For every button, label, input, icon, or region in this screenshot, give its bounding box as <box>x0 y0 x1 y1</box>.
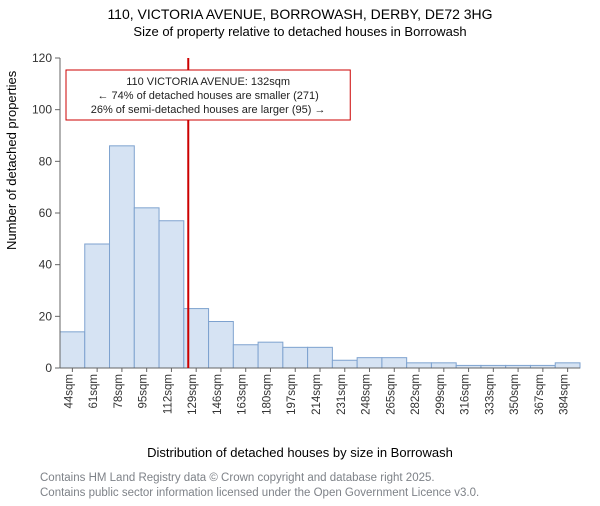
x-tick-label: 61sqm <box>88 374 100 409</box>
x-tick-label: 112sqm <box>162 374 174 414</box>
svg-text:40: 40 <box>39 258 53 272</box>
histogram-bar <box>258 342 283 368</box>
histogram-bar <box>134 208 159 368</box>
footer-attribution: Contains HM Land Registry data © Crown c… <box>40 471 479 502</box>
x-tick-label: 180sqm <box>261 374 273 415</box>
histogram-bar <box>382 358 407 368</box>
histogram-bar <box>159 221 184 368</box>
histogram-bar <box>357 358 382 368</box>
x-tick-label: 367sqm <box>534 374 546 415</box>
histogram-bar <box>332 360 357 368</box>
histogram-bar <box>60 332 85 368</box>
x-tick-label: 129sqm <box>187 374 199 415</box>
page-subtitle: Size of property relative to detached ho… <box>0 24 600 39</box>
svg-text:100: 100 <box>32 103 52 117</box>
annotation-line: 26% of semi-detached houses are larger (… <box>91 104 326 116</box>
x-tick-label: 350sqm <box>509 374 521 415</box>
svg-text:80: 80 <box>39 154 53 168</box>
x-tick-label: 248sqm <box>361 374 373 415</box>
x-tick-label: 282sqm <box>410 374 422 415</box>
x-tick-label: 231sqm <box>336 374 348 415</box>
y-axis-label: Number of detached properties <box>4 71 19 250</box>
histogram-bar <box>407 363 432 368</box>
svg-text:0: 0 <box>45 361 52 375</box>
histogram-bar <box>233 345 258 368</box>
x-tick-label: 333sqm <box>484 374 496 415</box>
chart-container: Number of detached properties 0 20 40 60 80 1… <box>0 50 600 430</box>
histogram-bar <box>283 347 308 368</box>
annotation-line: 110 VICTORIA AVENUE: 132sqm <box>126 76 290 88</box>
x-tick-label: 95sqm <box>138 374 150 409</box>
histogram-bar <box>431 363 456 368</box>
svg-text:60: 60 <box>39 206 53 220</box>
svg-text:120: 120 <box>32 51 52 65</box>
histogram-bar <box>110 146 135 368</box>
x-tick-label: 197sqm <box>286 374 298 415</box>
histogram-chart: 0 20 40 60 80 100 120 44sqm 61sqm 78sqm 95sqm 112sq… <box>0 50 600 430</box>
histogram-bar <box>308 347 333 368</box>
svg-text:20: 20 <box>39 309 53 323</box>
x-tick-label: 299sqm <box>435 374 447 415</box>
x-tick-label: 146sqm <box>212 374 224 415</box>
x-tick-label: 163sqm <box>237 374 249 415</box>
footer-line-1: Contains HM Land Registry data © Crown c… <box>40 471 479 487</box>
x-tick-label: 44sqm <box>63 374 75 409</box>
histogram-bar <box>85 244 110 368</box>
annotation-line: ← 74% of detached houses are smaller (27… <box>97 90 318 102</box>
page-title: 110, VICTORIA AVENUE, BORROWASH, DERBY, … <box>0 6 600 22</box>
x-tick-label: 265sqm <box>385 374 397 415</box>
x-axis-label: Distribution of detached houses by size … <box>0 445 600 460</box>
x-tick-label: 78sqm <box>113 374 125 409</box>
histogram-bar <box>209 322 234 369</box>
x-tick-label: 214sqm <box>311 374 323 415</box>
x-tick-label: 316sqm <box>460 374 472 415</box>
x-tick-label: 384sqm <box>559 374 571 415</box>
histogram-bar <box>555 363 580 368</box>
